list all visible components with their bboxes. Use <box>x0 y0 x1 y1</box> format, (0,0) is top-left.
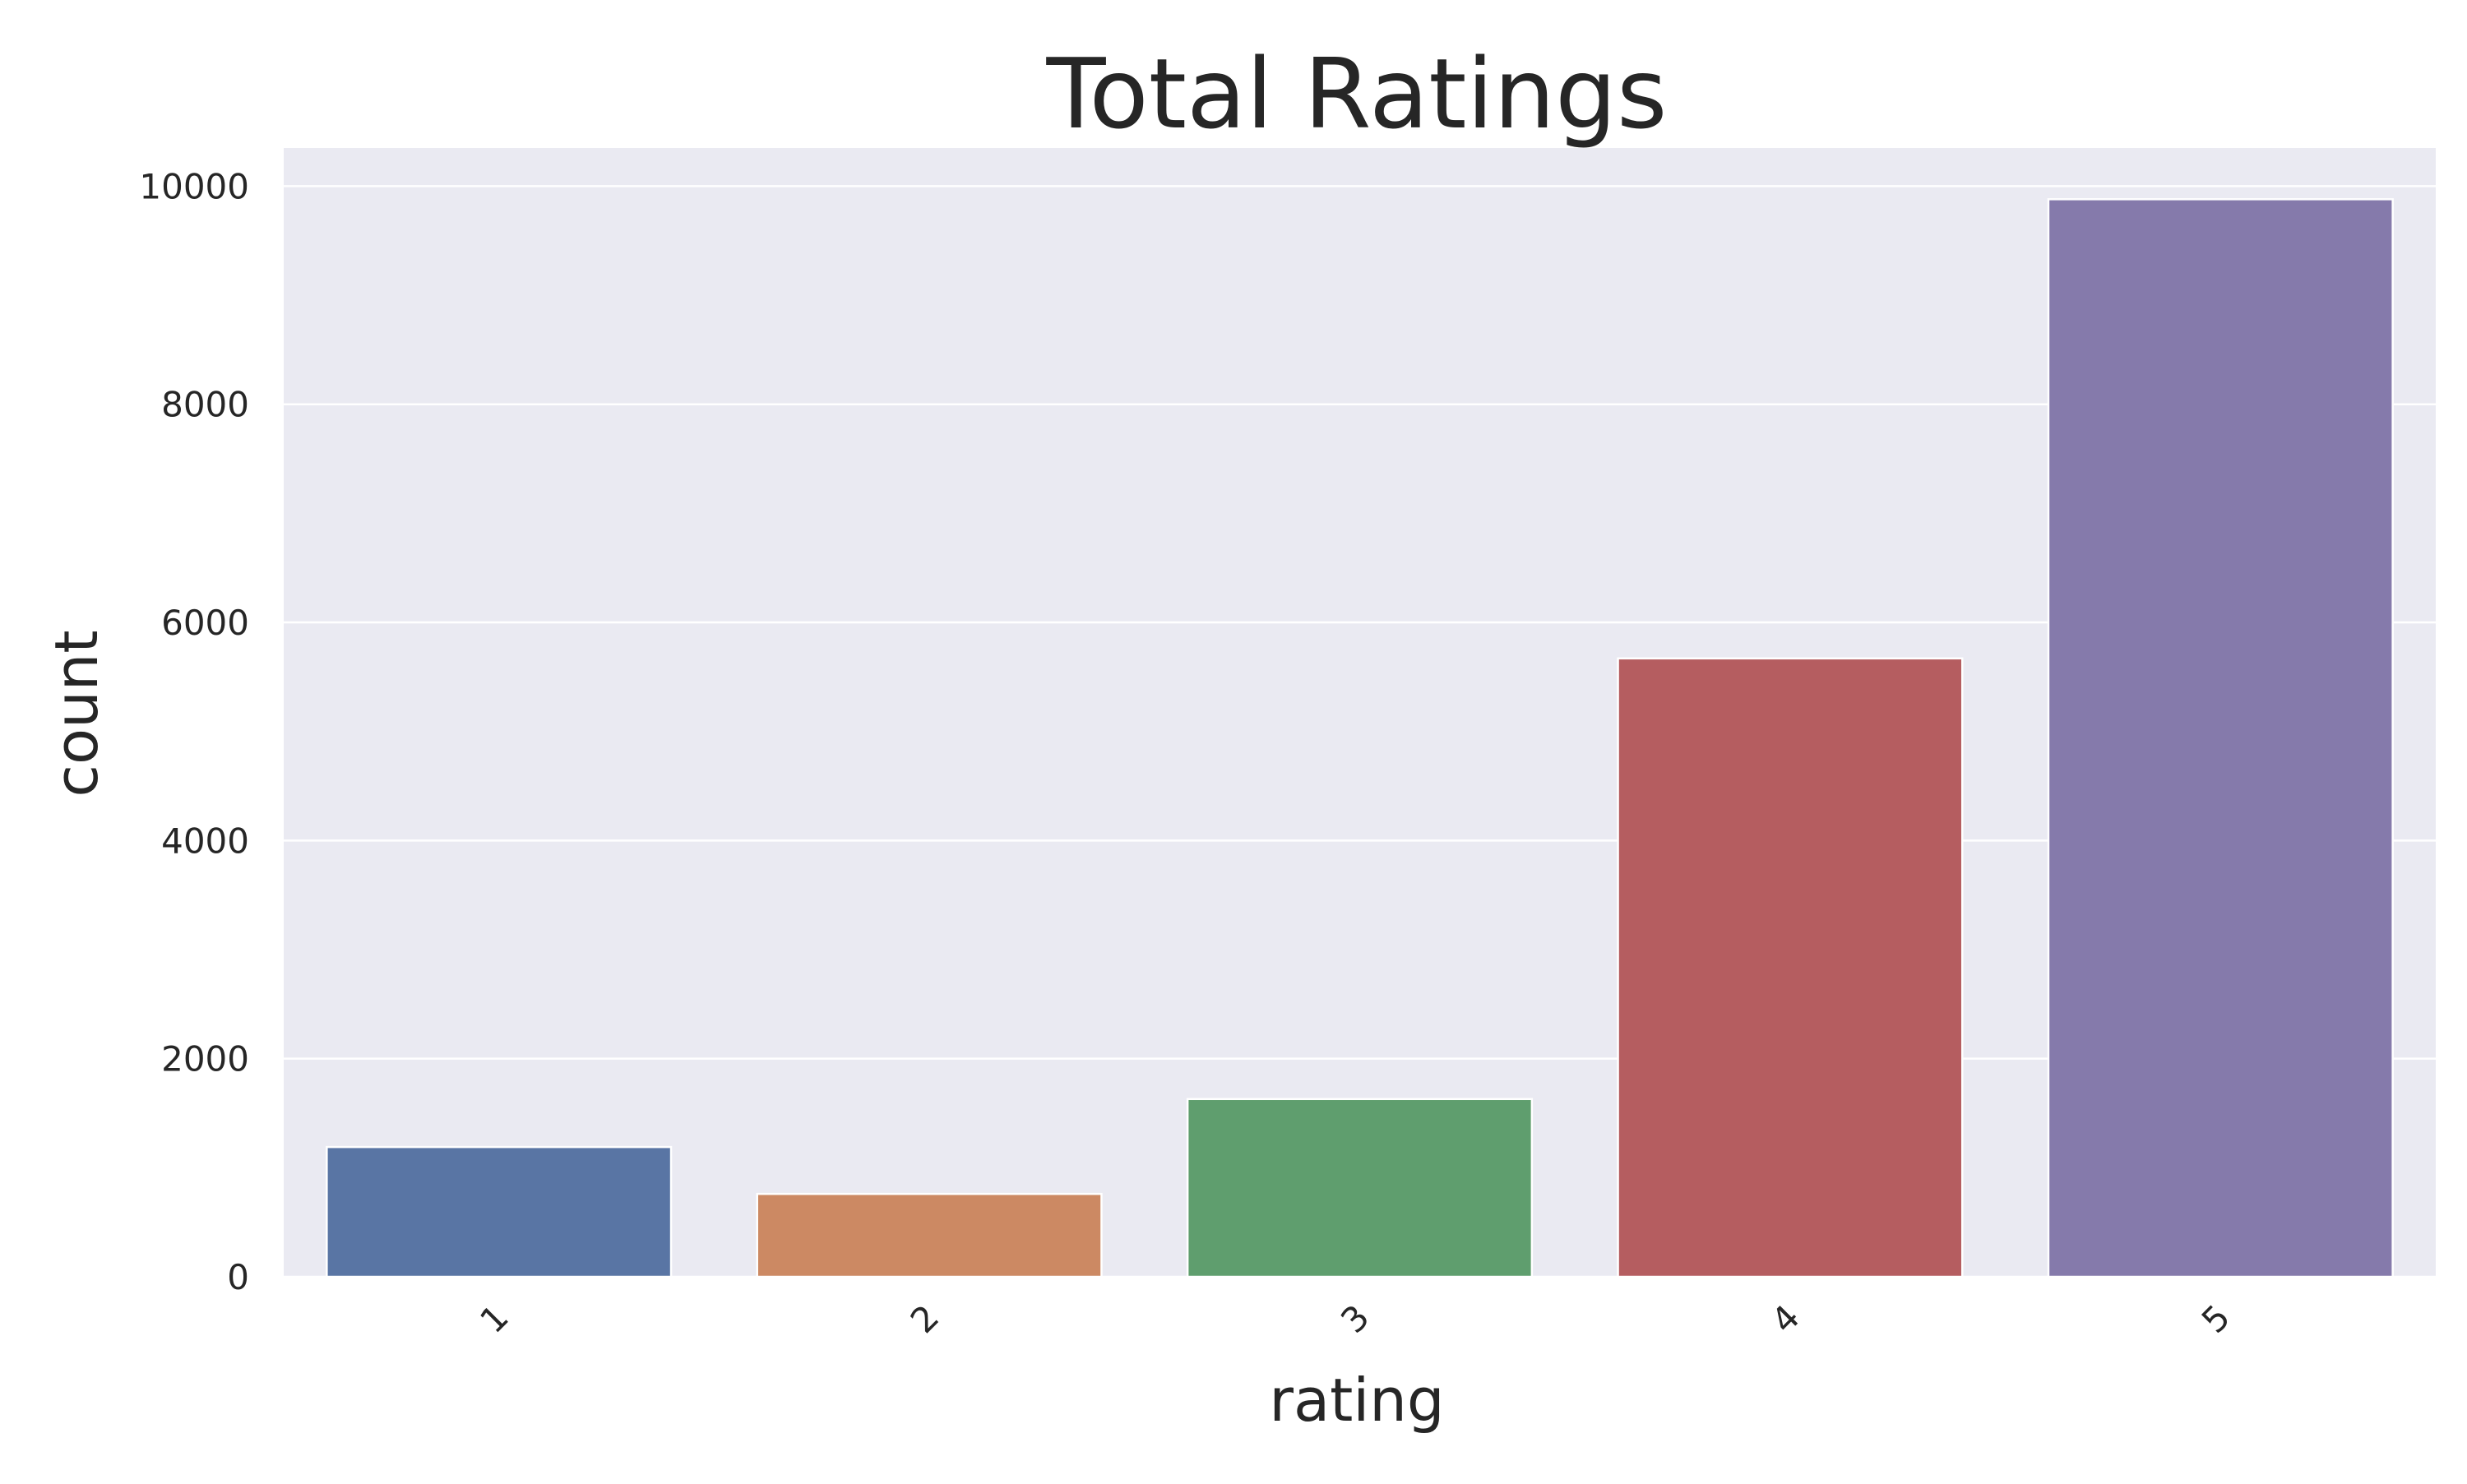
x-tick-label: 3 <box>1333 1297 1377 1341</box>
y-axis-label: count <box>42 630 111 797</box>
bar-2 <box>756 1192 1103 1278</box>
x-tick-labels: 1 2 3 4 5 <box>472 1297 2238 1341</box>
x-tick-label: 5 <box>2194 1297 2238 1341</box>
x-tick-label: 4 <box>1763 1297 1807 1341</box>
y-tick-label: 2000 <box>161 1039 249 1079</box>
bar-5 <box>2047 198 2394 1278</box>
y-tick-label: 8000 <box>161 385 249 425</box>
bars <box>326 198 2394 1278</box>
x-tick-label: 1 <box>472 1297 516 1341</box>
y-tick-label: 4000 <box>161 821 249 861</box>
bar-3 <box>1186 1098 1534 1278</box>
x-axis-label: rating <box>1269 1366 1444 1435</box>
y-tick-labels: 0 2000 4000 6000 8000 10000 <box>139 166 249 1297</box>
y-tick-label: 6000 <box>161 603 249 643</box>
x-tick-label: 2 <box>903 1297 947 1341</box>
chart-title: Total Ratings <box>1045 37 1667 150</box>
bar-1 <box>326 1145 673 1278</box>
y-tick-label: 0 <box>227 1257 249 1297</box>
bar-4 <box>1617 657 1964 1278</box>
y-tick-label: 10000 <box>139 166 249 206</box>
